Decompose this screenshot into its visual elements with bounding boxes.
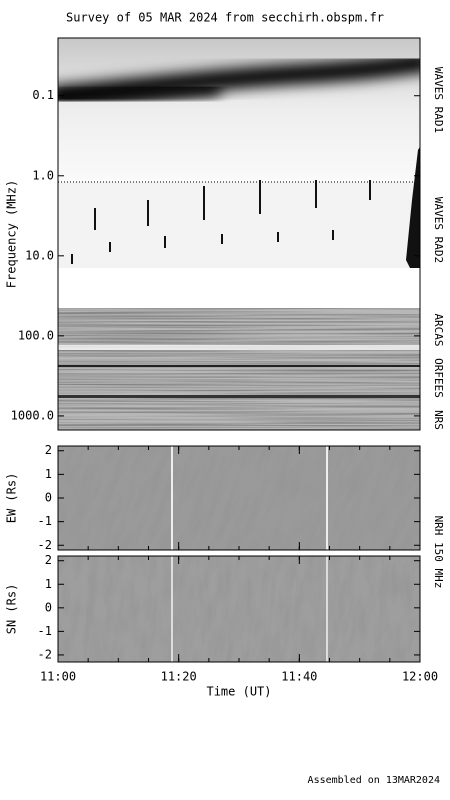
x-tick-label: 12:00 [402, 670, 438, 684]
y-tick-label: 0.1 [32, 88, 54, 102]
y-tick-label: -1 [38, 514, 52, 528]
instrument-label: NRS [432, 410, 445, 430]
y-tick-label: 10.0 [25, 248, 54, 262]
x-tick-label: 11:00 [40, 670, 76, 684]
y-axis-label: SN (Rs) [5, 584, 19, 635]
title: Survey of 05 MAR 2024 from secchirh.obsp… [66, 11, 384, 25]
instrument-label: NRH 150 MHz [432, 516, 445, 589]
y-tick-label: 0 [45, 491, 52, 505]
y-tick-label: -1 [38, 624, 52, 638]
y-tick-label: 1 [45, 467, 52, 481]
y-tick-label: 1.0 [32, 168, 54, 182]
spectrogram [58, 38, 420, 430]
x-tick-label: 11:20 [161, 670, 197, 684]
instrument-label: WAVES RAD1 [432, 67, 445, 133]
instrument-label: ORFEES [432, 358, 445, 398]
y-tick-label: 2 [45, 553, 52, 567]
spectrum-frame [57, 37, 421, 431]
footer: Assembled on 13MAR2024 [308, 775, 440, 786]
nrh-sn-image [58, 556, 420, 662]
y-tick-label: 100.0 [18, 328, 54, 342]
y-tick-label: 0 [45, 600, 52, 614]
x-tick-label: 11:40 [281, 670, 317, 684]
instrument-label: ARCAS [432, 313, 445, 346]
y-tick-label: 2 [45, 443, 52, 457]
nrh-ew-image [58, 446, 420, 550]
y-tick-label: 1000.0 [11, 408, 54, 422]
y-tick-label: -2 [38, 538, 52, 552]
y-axis-label: Frequency (MHz) [5, 180, 19, 288]
instrument-label: WAVES RAD2 [432, 197, 445, 263]
y-tick-label: -2 [38, 647, 52, 661]
y-tick-label: 1 [45, 577, 52, 591]
y-axis-label: EW (Rs) [5, 473, 19, 524]
x-axis-label: Time (UT) [206, 685, 271, 699]
